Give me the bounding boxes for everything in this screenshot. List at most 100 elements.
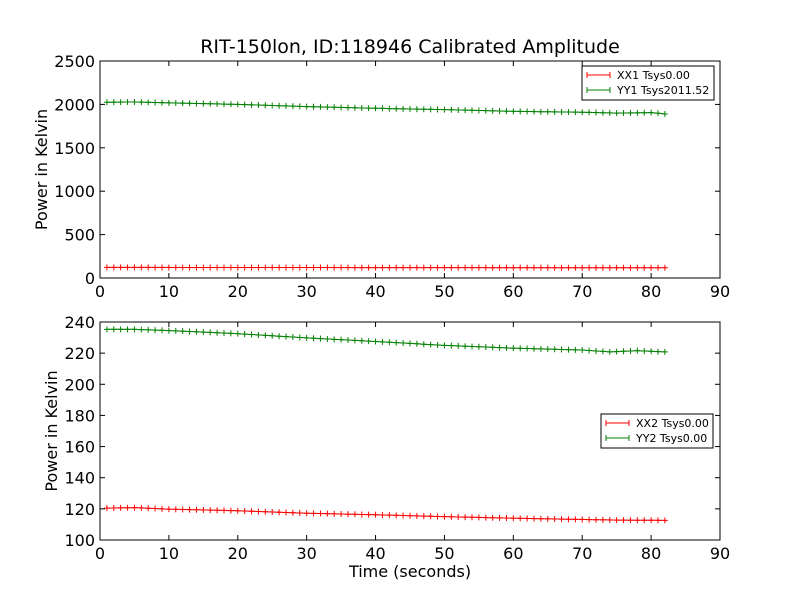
data-point [358,337,365,344]
x-tick-label: 60 [503,282,523,301]
data-point [227,264,234,271]
data-point [131,264,138,271]
data-point [475,343,482,350]
data-point [496,107,503,114]
data-point [524,515,531,522]
data-point [606,348,613,355]
data-point [103,326,110,333]
data-point [345,337,351,344]
data-point [579,264,586,271]
data-point [234,330,241,337]
data-point [455,342,462,349]
data-point [517,108,524,115]
data-point [544,264,551,271]
data-point [482,264,489,271]
y-tick-label: 240 [64,313,95,332]
data-point [117,326,124,333]
data-point [503,344,510,351]
data-point [572,516,579,523]
data-point [482,107,489,114]
data-point [248,101,255,108]
data-point [248,331,255,338]
data-point [386,512,393,519]
data-point [124,504,131,511]
data-point [172,264,179,271]
data-point [407,340,413,347]
data-point [165,99,172,106]
data-point [489,514,496,521]
y-tick-label: 2000 [54,95,95,114]
data-point [641,347,648,354]
series-markers-2 [103,326,668,355]
data-point [296,509,303,516]
data-point [634,347,641,354]
data-point [159,505,165,512]
data-point [131,504,138,511]
data-point [255,264,262,271]
data-point [358,511,365,518]
y-tick-label: 140 [64,469,95,488]
data-point [537,345,544,352]
data-point [303,334,310,341]
y-tick-label: 1000 [54,182,95,201]
data-point [448,342,455,349]
data-point [179,328,186,335]
data-point [634,109,641,116]
data-point [593,347,599,354]
data-point [310,264,317,271]
data-point [117,264,124,271]
data-point [200,100,207,107]
x-tick-label: 40 [365,544,385,563]
data-point [283,509,289,516]
data-point [262,102,269,109]
data-point [586,264,593,271]
x-tick-label: 10 [159,282,179,301]
data-point [572,264,579,271]
data-point [138,264,145,271]
data-point [496,514,503,521]
data-point [413,340,420,347]
data-point [110,326,117,333]
data-point [145,326,152,333]
data-point [565,516,572,523]
data-point [165,264,172,271]
data-point [434,341,441,348]
data-point [152,327,159,334]
data-point [524,264,531,271]
data-point [241,507,248,514]
data-point [531,264,537,271]
data-point [661,264,668,271]
data-point [551,515,558,522]
data-point [248,264,255,271]
data-point [117,99,124,106]
data-point [661,348,668,355]
y-tick-label: 160 [64,438,95,457]
data-point [496,344,503,351]
data-point [455,513,462,520]
data-point [296,103,303,110]
data-point [276,509,283,516]
legend-entry-2: YY2 Tsys0.00 [605,432,707,445]
data-point [324,510,331,517]
data-point [551,108,558,115]
data-point [193,328,200,335]
data-point [372,511,379,518]
legend-box [600,413,714,449]
data-point [586,109,593,116]
data-point [262,332,269,339]
data-point [227,330,234,337]
data-point [613,110,620,117]
data-point [289,264,296,271]
data-point [413,264,420,271]
data-point [544,515,551,522]
x-tick-label: 80 [641,544,661,563]
x-tick-label: 0 [95,282,105,301]
data-point [593,516,599,523]
data-point [537,264,544,271]
data-point [310,510,317,517]
data-point [441,513,448,520]
data-point [221,264,227,271]
data-point [655,348,661,355]
data-point [193,506,200,513]
data-point [572,346,579,353]
